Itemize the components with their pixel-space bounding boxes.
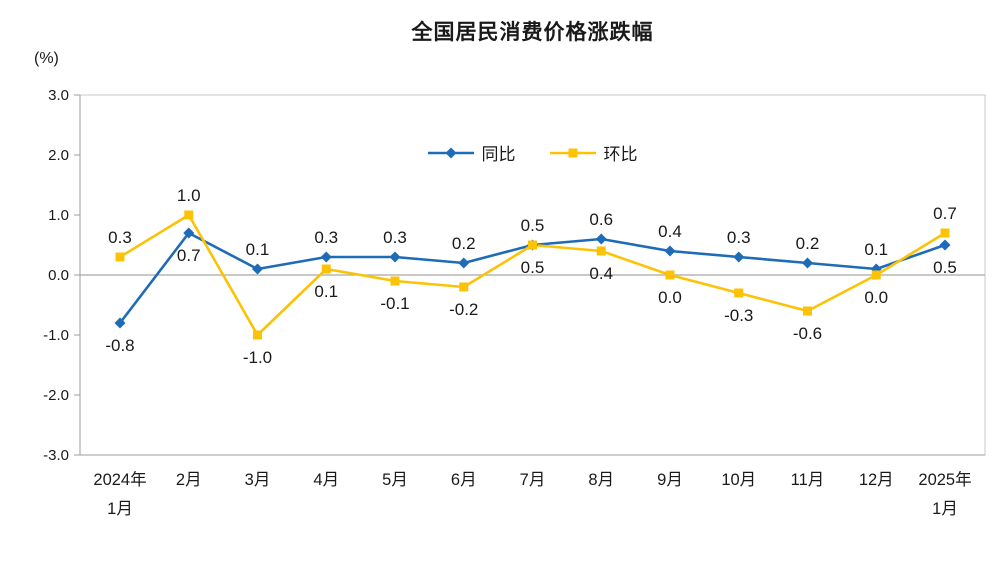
- data-label: -0.1: [380, 294, 409, 313]
- data-point-marker-同比: [802, 257, 813, 269]
- data-point-marker-同比: [939, 239, 951, 251]
- x-tick-label: 12月: [859, 471, 894, 489]
- data-label: 0.5: [933, 258, 957, 277]
- data-label: 0.2: [796, 234, 820, 253]
- data-label: 0.0: [658, 288, 682, 307]
- data-label: 0.1: [314, 282, 338, 301]
- x-tick-label: 2024年: [93, 470, 146, 489]
- data-point-marker-环比: [528, 240, 537, 250]
- data-label: 0.1: [864, 240, 888, 259]
- data-point-marker-同比: [389, 251, 401, 263]
- data-label: -0.3: [724, 306, 753, 325]
- data-label: -0.2: [449, 300, 478, 319]
- data-point-marker-环比: [459, 282, 469, 292]
- data-label: -0.8: [105, 336, 134, 355]
- y-tick-label: -1.0: [43, 327, 69, 344]
- data-label: -1.0: [243, 348, 272, 367]
- data-label: 0.7: [933, 204, 957, 223]
- data-point-marker-环比: [803, 306, 812, 316]
- x-tick-label: 3月: [245, 471, 271, 489]
- data-point-marker-环比: [390, 276, 400, 286]
- data-point-marker-同比: [595, 233, 607, 245]
- data-label: 0.3: [727, 228, 751, 247]
- x-tick-label: 5月: [382, 471, 408, 489]
- x-tick-label: 8月: [588, 471, 614, 489]
- y-tick-label: 3.0: [48, 87, 69, 104]
- data-point-marker-环比: [184, 210, 194, 220]
- data-label: 0.4: [589, 264, 613, 283]
- data-point-marker-同比: [320, 251, 332, 263]
- x-tick-label: 10月: [721, 471, 756, 489]
- data-point-marker-同比: [183, 227, 195, 239]
- data-point-marker-环比: [871, 270, 881, 280]
- data-label: -0.6: [793, 324, 822, 343]
- x-tick-label: 6月: [451, 471, 477, 489]
- data-label: 1.0: [177, 186, 201, 205]
- x-tick-label: 1月: [107, 500, 133, 518]
- y-tick-label: -3.0: [43, 447, 69, 464]
- data-label: 0.4: [658, 222, 682, 241]
- x-tick-label: 11月: [791, 471, 825, 489]
- data-label: 0.6: [589, 210, 613, 229]
- data-point-marker-环比: [115, 252, 125, 262]
- data-point-marker-环比: [665, 270, 675, 280]
- x-tick-label: 4月: [313, 471, 339, 489]
- data-label: 0.3: [314, 228, 338, 247]
- data-point-marker-环比: [734, 288, 744, 298]
- y-axis-unit-label: (%): [34, 50, 59, 67]
- data-label: 0.5: [521, 258, 545, 277]
- y-tick-label: 2.0: [48, 147, 69, 164]
- data-point-marker-同比: [252, 263, 263, 275]
- data-label: 0.3: [383, 228, 407, 247]
- x-tick-label: 2025年: [918, 470, 971, 489]
- data-point-marker-同比: [458, 257, 470, 269]
- data-point-marker-同比: [733, 251, 745, 263]
- data-point-marker-同比: [114, 317, 126, 329]
- data-point-marker-环比: [253, 330, 262, 340]
- y-tick-label: 1.0: [48, 207, 69, 224]
- data-label: 0.3: [108, 228, 132, 247]
- y-tick-label: 0.0: [48, 267, 69, 284]
- data-point-marker-环比: [940, 228, 950, 238]
- x-tick-label: 9月: [657, 471, 683, 489]
- data-label: 0.7: [177, 246, 201, 265]
- data-label: 0.1: [246, 240, 270, 259]
- data-point-marker-环比: [321, 264, 331, 274]
- data-label: 0.2: [452, 234, 476, 253]
- data-label: 0.5: [521, 216, 545, 235]
- data-point-marker-同比: [664, 245, 676, 257]
- chart-title: 全国居民消费价格涨跌幅: [411, 21, 654, 44]
- x-tick-label: 7月: [520, 471, 546, 489]
- data-label: 0.0: [864, 288, 888, 307]
- y-tick-label: -2.0: [43, 387, 69, 404]
- x-tick-label: 2月: [176, 471, 202, 489]
- x-tick-label: 1月: [932, 500, 958, 518]
- data-point-marker-环比: [596, 246, 606, 256]
